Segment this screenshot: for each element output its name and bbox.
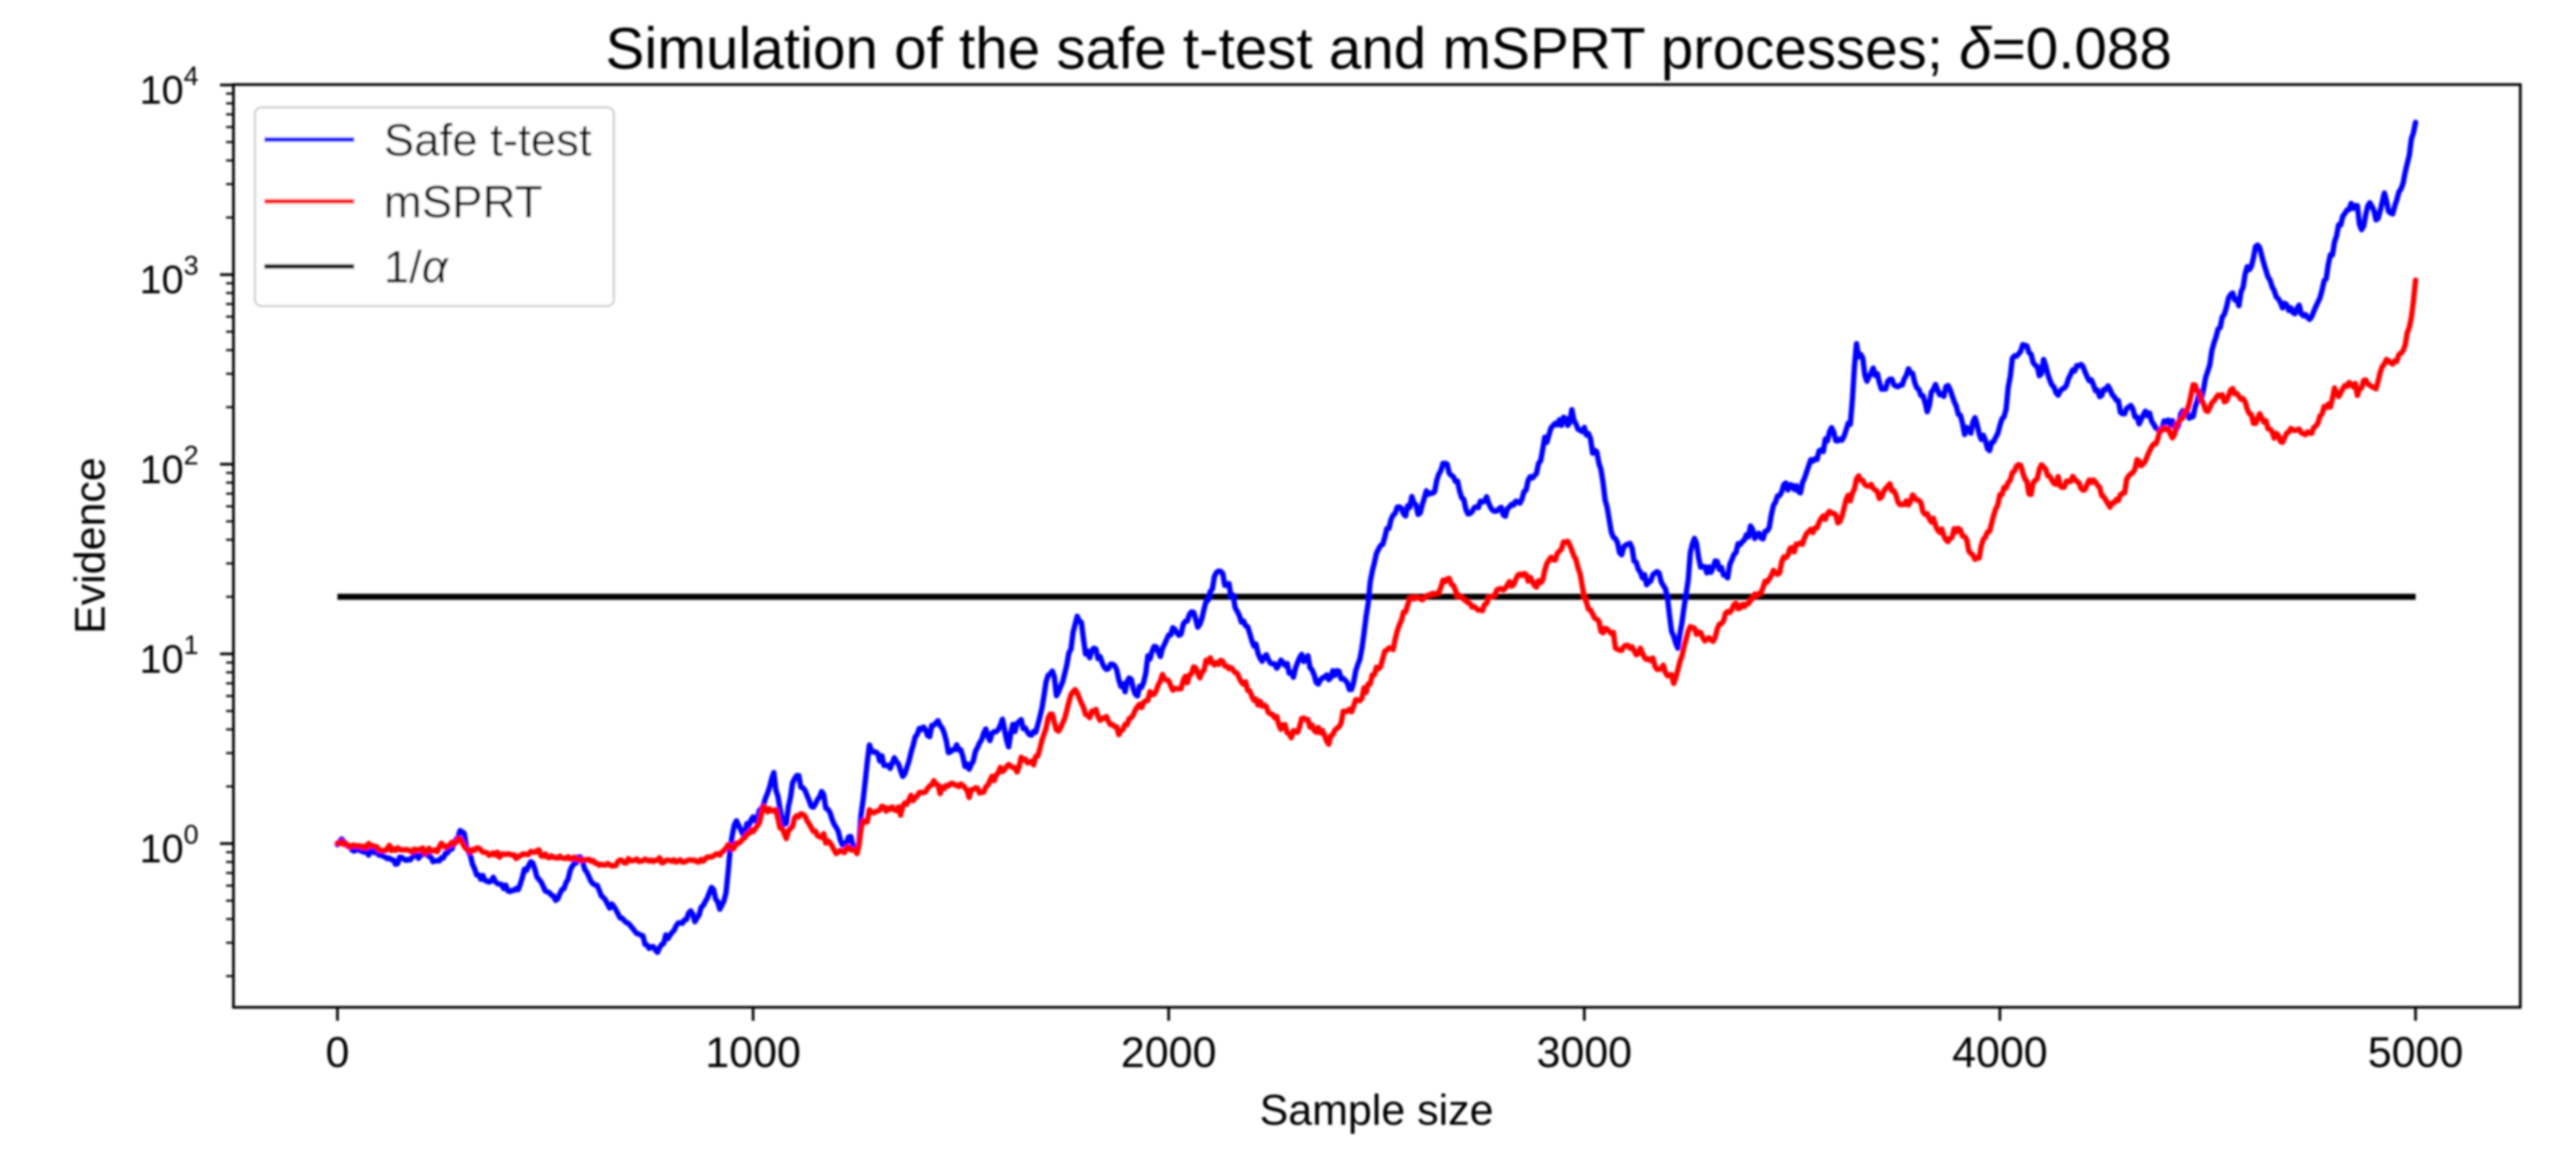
svg-text:0: 0 — [325, 1028, 350, 1076]
svg-text:5000: 5000 — [2368, 1028, 2463, 1076]
svg-text:104: 104 — [140, 62, 199, 113]
svg-text:Safe t-test: Safe t-test — [384, 115, 592, 166]
svg-text:3000: 3000 — [1537, 1028, 1632, 1076]
svg-text:Evidence: Evidence — [66, 457, 114, 634]
svg-text:1000: 1000 — [705, 1028, 800, 1076]
svg-text:Sample size: Sample size — [1260, 1086, 1494, 1134]
svg-text:Simulation of the safe t-test: Simulation of the safe t-test and mSPRT … — [606, 16, 2172, 81]
svg-text:4000: 4000 — [1952, 1028, 2047, 1076]
svg-text:1/α: 1/α — [384, 242, 449, 293]
svg-text:mSPRT: mSPRT — [384, 176, 543, 227]
svg-text:2000: 2000 — [1121, 1028, 1216, 1076]
